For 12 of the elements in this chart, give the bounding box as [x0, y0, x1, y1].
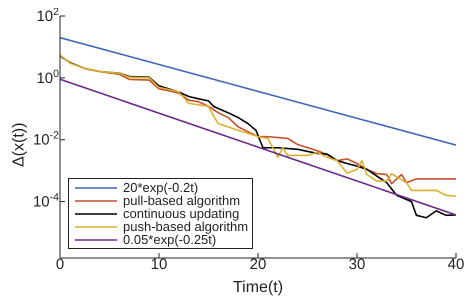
legend-label: 20*exp(-0.2t): [123, 180, 198, 195]
y-tick-label: 10$^{2}$: [36, 6, 60, 25]
x-tick-label: 20: [250, 256, 266, 273]
y-tick-label: 10$^{-2}$: [32, 130, 60, 149]
y-tick-label: 10$^{0}$: [36, 68, 60, 87]
y-tick-label: 10$^{-4}$: [32, 192, 60, 211]
x-tick-label: 30: [348, 256, 366, 273]
x-tick-label: 10: [150, 256, 168, 273]
x-axis-title: Time(t): [232, 279, 284, 296]
x-tick-label: 40: [448, 256, 464, 273]
x-tick-label: 0: [56, 256, 64, 273]
y-axis-title: Δ(x(t)): [10, 122, 28, 167]
